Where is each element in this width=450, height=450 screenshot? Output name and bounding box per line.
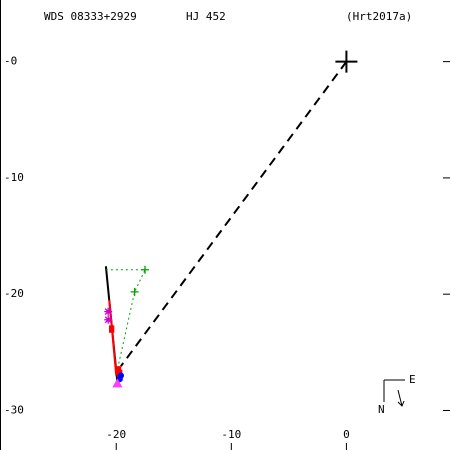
point	[335, 50, 358, 73]
point	[130, 287, 139, 296]
x-tick-label: 0	[343, 428, 350, 441]
chart-subtitle: HJ 452	[186, 10, 226, 23]
y-tick-label: -30	[4, 403, 24, 416]
point	[141, 265, 150, 274]
point	[112, 378, 123, 388]
compass-arrow	[397, 389, 405, 407]
y-tick-label: -0	[4, 55, 17, 68]
compass-north: N	[378, 403, 385, 416]
compass: E N	[378, 373, 416, 416]
line	[105, 269, 146, 370]
point	[104, 315, 113, 324]
x-tick-label: -10	[221, 428, 241, 441]
point	[108, 325, 115, 333]
x-tick-label: -20	[106, 428, 126, 441]
y-tick-label: -20	[4, 287, 24, 300]
reference: (Hrt2017a)	[346, 10, 412, 23]
chart-title: WDS 08333+2929	[44, 10, 137, 23]
point	[104, 307, 113, 316]
compass-east: E	[409, 373, 416, 386]
y-tick-label: -10	[4, 171, 24, 184]
line	[108, 299, 118, 376]
line	[120, 61, 348, 367]
